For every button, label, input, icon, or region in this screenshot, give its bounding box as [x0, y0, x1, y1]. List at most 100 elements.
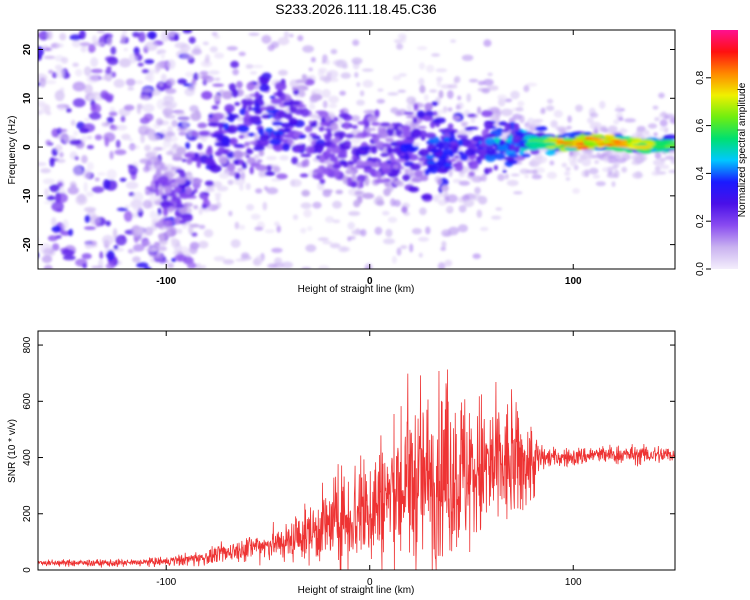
halo-blob: [392, 75, 401, 81]
halo-blob: [409, 243, 414, 253]
trace-blob: [226, 124, 239, 134]
trace-blob: [201, 90, 213, 100]
trace-blob: [419, 85, 426, 94]
halo-blob: [198, 270, 206, 278]
noise-blob: [174, 253, 187, 262]
trace-blob: [172, 157, 184, 161]
trace-blob: [234, 159, 239, 166]
halo-blob: [157, 245, 167, 252]
halo-blob: [652, 105, 659, 110]
halo-blob: [584, 169, 590, 178]
halo-blob: [348, 211, 361, 216]
trace-blob: [185, 186, 193, 196]
halo-blob: [308, 103, 316, 110]
band-blob: [634, 145, 653, 150]
trace-blob: [191, 157, 200, 162]
halo-blob: [659, 126, 666, 132]
trace-blob: [503, 156, 515, 161]
trace-blob: [230, 60, 240, 68]
trace-blob: [380, 161, 388, 170]
halo-blob: [620, 129, 629, 133]
halo-blob: [470, 175, 480, 183]
trace-blob: [387, 147, 393, 154]
halo-blob: [226, 46, 238, 51]
halo-blob: [209, 46, 218, 53]
trace-blob: [521, 153, 531, 158]
noise-blob: [86, 135, 93, 140]
trace-blob: [318, 110, 329, 118]
trace-blob: [256, 159, 263, 163]
y-tick-label: 0: [22, 144, 33, 150]
noise-blob: [80, 45, 87, 53]
halo-blob: [262, 201, 268, 211]
halo-blob: [549, 160, 555, 166]
noise-blob: [84, 241, 92, 250]
trace-blob: [436, 168, 449, 174]
x-tick-label: 0: [367, 577, 373, 588]
halo-blob: [300, 202, 312, 209]
trace-blob: [345, 133, 355, 139]
noise-blob: [105, 68, 112, 75]
trace-blob: [226, 151, 235, 159]
halo-blob: [429, 89, 438, 93]
trace-blob: [493, 165, 498, 171]
halo-blob: [203, 229, 214, 238]
halo-blob: [506, 179, 519, 187]
trace-blob: [406, 146, 418, 153]
trace-blob: [261, 77, 270, 82]
halo-blob: [423, 94, 429, 101]
noise-blob: [73, 130, 79, 137]
trace-blob: [243, 100, 254, 106]
trace-blob: [255, 164, 268, 171]
noise-blob: [139, 158, 151, 164]
trace-blob: [214, 130, 224, 134]
trace-blob: [162, 207, 169, 217]
trace-blob: [450, 158, 456, 162]
halo-blob: [382, 210, 390, 216]
noise-blob: [105, 253, 113, 257]
noise-blob: [82, 263, 88, 269]
trace-blob: [158, 218, 164, 227]
trace-blob: [299, 173, 309, 178]
trace-blob: [186, 158, 193, 165]
trace-blob: [304, 78, 315, 86]
halo-blob: [523, 85, 530, 93]
noise-blob: [83, 206, 97, 213]
trace-blob: [374, 109, 380, 118]
halo-blob: [435, 68, 448, 73]
trace-blob: [223, 122, 229, 131]
noise-blob: [192, 72, 199, 81]
halo-blob: [198, 240, 209, 249]
halo-blob: [178, 116, 191, 121]
halo-blob: [448, 168, 453, 178]
halo-blob: [502, 165, 507, 170]
noise-blob: [101, 122, 110, 127]
trace-blob: [363, 169, 375, 174]
halo-blob: [312, 20, 318, 23]
trace-blob: [300, 153, 312, 158]
noise-blob: [166, 59, 176, 70]
trace-blob: [309, 122, 318, 128]
trace-blob: [425, 154, 435, 160]
trace-blob: [335, 189, 344, 195]
halo-blob: [269, 288, 276, 292]
noise-blob: [144, 41, 158, 51]
colorbar-ticks: 0.0 0.2 0.4 0.6 0.8: [695, 70, 711, 276]
trace-blob: [301, 189, 311, 197]
trace-blob: [321, 167, 333, 175]
halo-blob: [490, 106, 500, 114]
snr-frame: [37, 330, 676, 571]
halo-blob: [468, 78, 479, 83]
halo-blob: [618, 116, 624, 122]
halo-blob: [264, 229, 275, 234]
trace-blob: [329, 143, 337, 149]
noise-blob: [82, 169, 91, 179]
snr-x-label: Height of straight line (km): [298, 585, 415, 596]
trace-blob: [218, 122, 223, 132]
trace-blob: [395, 140, 404, 144]
trace-blob: [376, 170, 382, 179]
halo-blob: [193, 319, 201, 327]
halo-blob: [659, 119, 668, 127]
noise-blob: [121, 235, 126, 241]
